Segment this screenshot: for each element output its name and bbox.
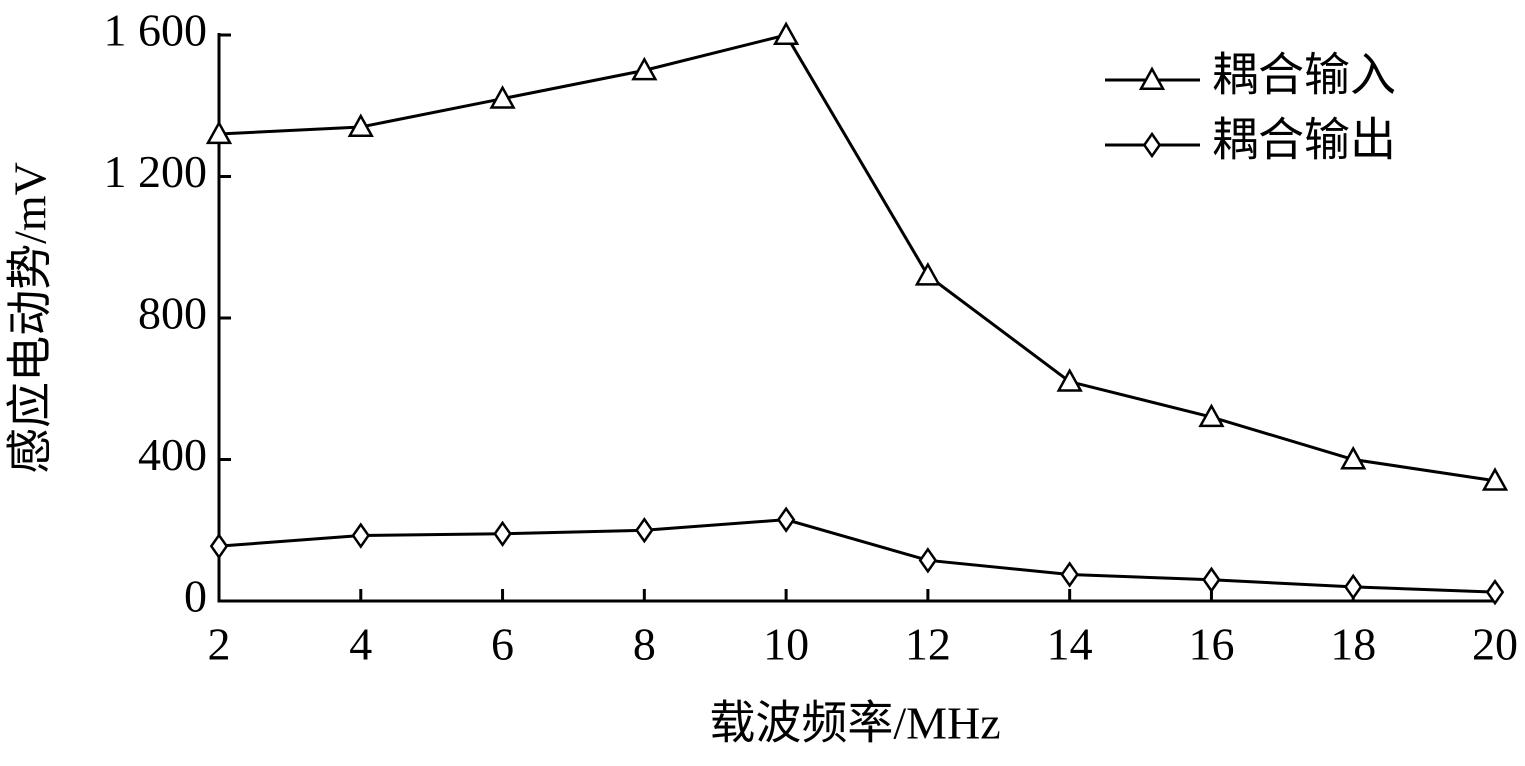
marker	[493, 520, 512, 547]
y-axis-label: 感应电动势/mV	[5, 162, 56, 474]
marker	[347, 113, 374, 138]
marker	[635, 517, 654, 544]
x-tick-label: 14	[1047, 619, 1093, 670]
legend-label: 耦合输出	[1212, 115, 1396, 166]
x-tick-label: 6	[491, 619, 514, 670]
marker	[209, 532, 229, 560]
marker	[1485, 578, 1505, 606]
y-tick-label: 1 200	[104, 146, 208, 197]
y-tick-label: 0	[184, 571, 207, 622]
marker	[205, 120, 233, 145]
x-tick-label: 12	[905, 619, 951, 670]
x-tick-label: 18	[1330, 619, 1376, 670]
legend-label: 耦合输入	[1212, 50, 1396, 101]
marker	[1340, 445, 1367, 470]
x-tick-label: 10	[763, 619, 809, 670]
marker	[1198, 403, 1225, 428]
marker	[1481, 467, 1509, 491]
series-line	[218, 33, 1496, 483]
marker	[351, 522, 371, 549]
x-tick-label: 8	[633, 619, 656, 670]
x-tick-label: 16	[1188, 619, 1234, 670]
legend-marker	[1142, 131, 1162, 159]
series-line	[218, 518, 1496, 594]
marker	[489, 85, 516, 109]
marker	[772, 21, 800, 46]
x-tick-label: 4	[349, 619, 372, 670]
x-axis-label: 载波频率/MHz	[709, 698, 1000, 749]
x-tick-label: 2	[208, 619, 231, 670]
marker	[1202, 566, 1221, 593]
legend-marker	[1138, 66, 1166, 91]
y-tick-label: 1 600	[104, 5, 208, 56]
marker	[776, 506, 796, 533]
marker	[914, 261, 942, 286]
marker	[1056, 368, 1083, 392]
x-tick-label: 20	[1472, 619, 1518, 670]
marker	[918, 547, 938, 574]
marker	[631, 56, 658, 81]
marker	[1060, 561, 1079, 588]
y-tick-label: 400	[138, 429, 207, 480]
marker	[1343, 573, 1363, 601]
y-tick-label: 800	[138, 288, 207, 339]
